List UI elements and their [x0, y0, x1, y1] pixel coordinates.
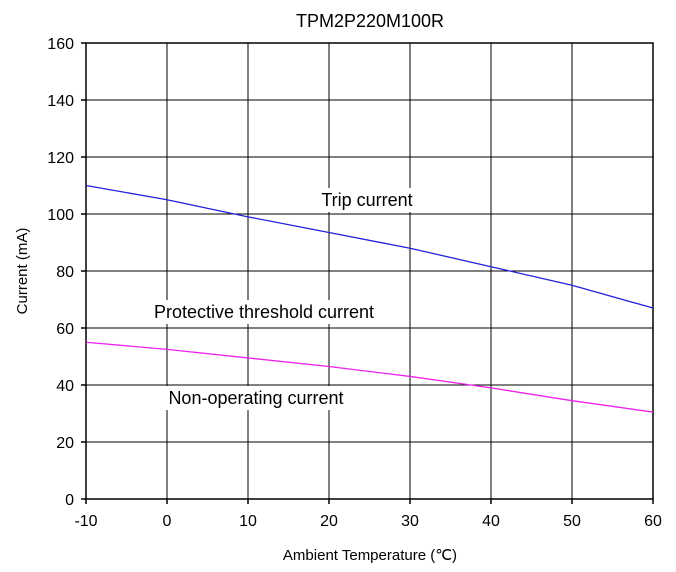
x-tick-label: -10	[74, 513, 97, 530]
y-tick-label: 0	[65, 492, 74, 509]
y-tick-label: 100	[47, 207, 74, 224]
series-line-trip-current	[85, 184, 654, 309]
annotation-background	[163, 386, 349, 410]
x-tick-label: 60	[644, 513, 662, 530]
y-tick-label: 80	[56, 264, 74, 281]
x-tick-label: 50	[563, 513, 581, 530]
annotation-non-operating-current: Non-operating current	[168, 388, 343, 408]
x-tick-label: 20	[320, 513, 338, 530]
x-axis-label: Ambient Temperature (℃)	[283, 547, 457, 564]
x-tick-label: 0	[163, 513, 172, 530]
annotation-background	[148, 300, 380, 324]
x-tick-label: 10	[239, 513, 257, 530]
x-tick-label: 40	[482, 513, 500, 530]
y-tick-label: 120	[47, 150, 74, 167]
annotation-backgrounds	[148, 188, 418, 410]
x-tick-label: 30	[401, 513, 419, 530]
annotation-trip-current: Trip current	[321, 190, 412, 210]
series-layer	[85, 184, 654, 413]
annotation-background	[316, 188, 418, 212]
y-tick-label: 160	[47, 36, 74, 53]
series-line-non-operating-current	[85, 341, 654, 413]
chart-title: TPM2P220M100R	[296, 11, 444, 31]
y-tick-label: 20	[56, 435, 74, 452]
y-tick-label: 40	[56, 378, 74, 395]
annotation-protective-threshold-current: Protective threshold current	[154, 302, 374, 322]
grid	[81, 42, 654, 504]
y-tick-label: 140	[47, 93, 74, 110]
y-axis-label: Current (mA)	[14, 228, 31, 315]
y-tick-label: 60	[56, 321, 74, 338]
